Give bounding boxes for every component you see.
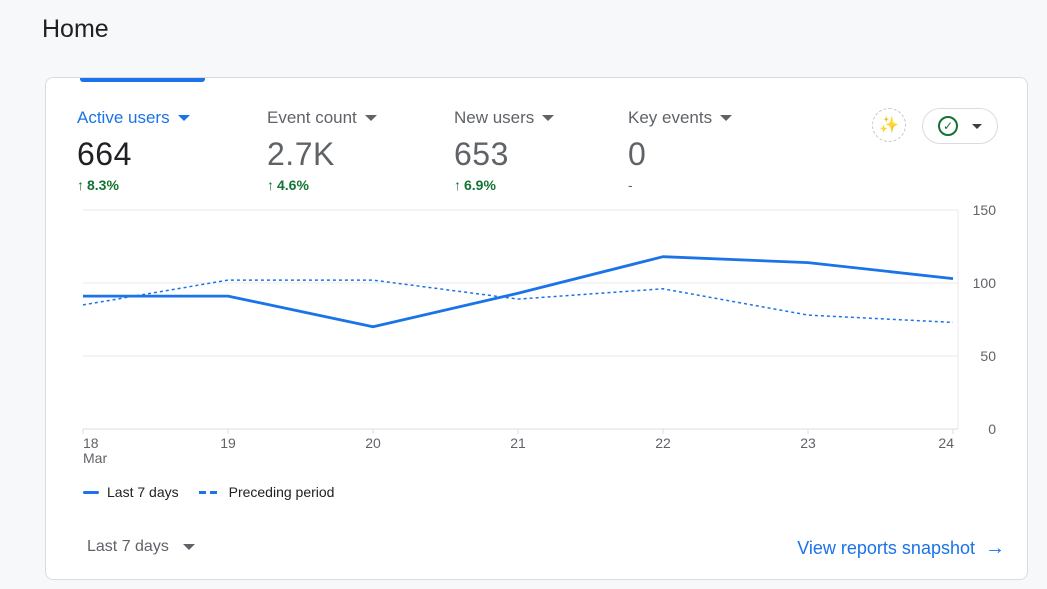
arrow-up-icon: ↑ bbox=[267, 177, 274, 193]
insights-button[interactable]: ✨ bbox=[872, 108, 906, 142]
chart-legend: Last 7 days Preceding period bbox=[83, 484, 334, 500]
x-tick-label: 20 bbox=[365, 435, 381, 451]
legend-label: Last 7 days bbox=[107, 484, 179, 500]
y-tick-label: 150 bbox=[973, 202, 997, 218]
series-line-last-7-days bbox=[83, 255, 954, 329]
metric-event-count[interactable]: Event count 2.7K ↑ 4.6% bbox=[267, 108, 377, 193]
x-tick-label: 22 bbox=[655, 435, 671, 451]
x-tick-sublabel: Mar bbox=[83, 450, 107, 466]
check-circle-icon: ✓ bbox=[938, 116, 958, 136]
insights-icon: ✨ bbox=[879, 117, 899, 134]
y-tick-label: 100 bbox=[973, 275, 997, 291]
legend-swatch-dashed bbox=[198, 490, 221, 494]
metric-new-users[interactable]: New users 653 ↑ 6.9% bbox=[454, 108, 555, 193]
chevron-down-icon bbox=[364, 115, 377, 121]
legend-swatch-solid bbox=[83, 490, 99, 494]
page-title: Home bbox=[42, 15, 109, 43]
chevron-down-icon bbox=[177, 115, 190, 121]
metric-label[interactable]: Key events bbox=[628, 108, 733, 128]
metric-change: ↑ 6.9% bbox=[454, 177, 496, 193]
data-status-button[interactable]: ✓ bbox=[922, 108, 998, 144]
chevron-down-icon bbox=[542, 115, 555, 121]
arrow-up-icon: ↑ bbox=[77, 177, 84, 193]
x-tick-label: 23 bbox=[800, 435, 816, 451]
overview-card: Active users 664 ↑ 8.3% Event count 2.7K … bbox=[45, 77, 1028, 580]
metric-value: 653 bbox=[454, 136, 509, 172]
x-tick-label: 18 bbox=[83, 435, 99, 451]
legend-label: Preceding period bbox=[228, 484, 335, 500]
arrow-up-icon: ↑ bbox=[454, 177, 461, 193]
metric-value: 664 bbox=[77, 136, 132, 172]
x-tick-label: 19 bbox=[220, 435, 236, 451]
active-tab-indicator bbox=[80, 78, 205, 82]
metric-active-users[interactable]: Active users 664 ↑ 8.3% bbox=[77, 108, 190, 193]
metric-label[interactable]: New users bbox=[454, 108, 555, 128]
y-tick-label: 0 bbox=[988, 421, 996, 437]
metric-change: - bbox=[628, 177, 633, 193]
metric-change: ↑ 4.6% bbox=[267, 177, 309, 193]
chevron-down-icon bbox=[182, 544, 195, 550]
x-tick-label: 24 bbox=[938, 435, 954, 451]
date-range-select[interactable]: Last 7 days bbox=[87, 538, 195, 556]
view-reports-snapshot-link[interactable]: View reports snapshot → bbox=[797, 537, 1005, 559]
y-tick-label: 50 bbox=[980, 348, 996, 364]
metric-change: ↑ 8.3% bbox=[77, 177, 119, 193]
series-line-preceding-period bbox=[82, 279, 954, 324]
metric-label[interactable]: Event count bbox=[267, 108, 377, 128]
arrow-right-icon: → bbox=[985, 537, 1005, 559]
x-tick-label: 21 bbox=[510, 435, 526, 451]
chevron-down-icon bbox=[972, 123, 982, 129]
metric-key-events[interactable]: Key events 0 - bbox=[628, 108, 733, 193]
metric-label[interactable]: Active users bbox=[77, 108, 190, 128]
line-chart: 18 19 20 21 22 23 24 Mar 150 100 50 0 bbox=[82, 202, 997, 466]
metric-value: 0 bbox=[628, 136, 647, 172]
chevron-down-icon bbox=[720, 115, 733, 121]
metric-value: 2.7K bbox=[267, 136, 335, 172]
